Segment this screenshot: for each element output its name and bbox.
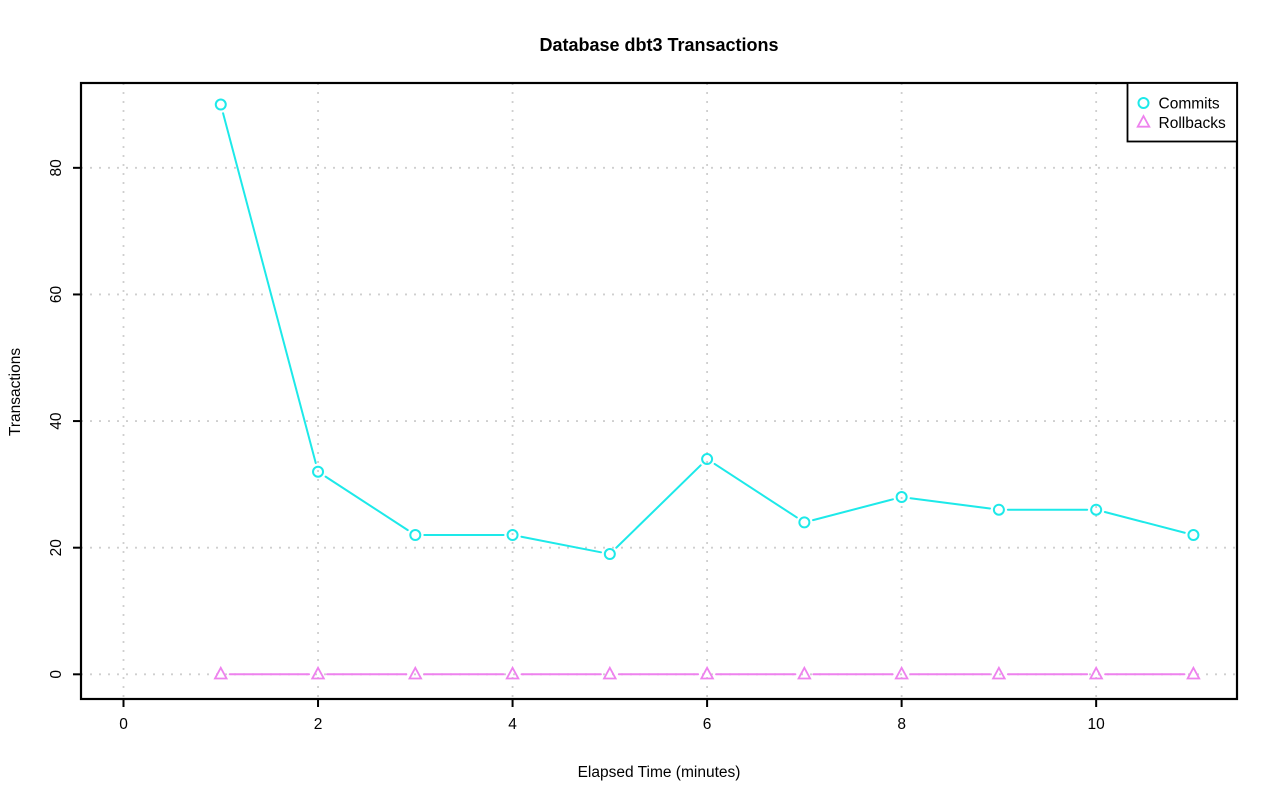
data-point-circle <box>992 503 1005 516</box>
data-point-triangle <box>991 665 1007 680</box>
data-point-circle <box>701 453 714 466</box>
data-point-triangle <box>699 665 715 680</box>
data-point-circle <box>506 529 519 542</box>
series-segment <box>520 535 602 554</box>
y-tick-label: 80 <box>48 159 65 177</box>
legend-label: Rollbacks <box>1159 115 1226 132</box>
data-point-triangle <box>213 665 229 680</box>
x-tick-label: 4 <box>508 716 517 733</box>
series-segment <box>615 464 702 549</box>
series-layer <box>213 98 1201 680</box>
x-tick-label: 8 <box>897 716 906 733</box>
y-tick-label: 0 <box>48 670 65 679</box>
y-tick-label: 20 <box>48 539 65 557</box>
data-point-triangle <box>1088 665 1104 680</box>
data-point-triangle <box>602 665 618 680</box>
data-point-circle <box>1187 529 1200 542</box>
data-point-circle <box>409 529 422 542</box>
plot-box <box>79 81 1239 701</box>
series-segment <box>909 497 991 510</box>
data-point-circle <box>1090 503 1103 516</box>
y-axis-label: Transactions <box>7 348 24 436</box>
data-point-triangle <box>1186 665 1201 680</box>
data-point-triangle <box>797 665 812 680</box>
data-point-triangle <box>310 665 326 680</box>
axes <box>73 81 1239 707</box>
series-segment <box>713 462 798 519</box>
series-segment <box>812 498 894 522</box>
x-tick-label: 2 <box>314 716 323 733</box>
series-segment <box>324 475 409 532</box>
series-segment <box>222 112 317 465</box>
tick-labels: 0 2 4 6 8 10 0 20 40 60 80 <box>48 159 1105 733</box>
series-segment <box>1103 510 1186 534</box>
x-tick-label: 10 <box>1088 716 1106 733</box>
chart-title: Database dbt3 Transactions <box>539 35 778 55</box>
x-tick-label: 6 <box>703 716 712 733</box>
data-point-circle <box>603 548 616 561</box>
data-point-triangle <box>407 665 423 680</box>
legend-marker-triangle <box>1136 114 1151 128</box>
data-point-circle <box>798 516 811 529</box>
grid <box>81 83 1237 699</box>
data-point-triangle <box>894 665 909 680</box>
legend-marker-circle <box>1137 97 1150 109</box>
data-point-triangle <box>505 665 520 680</box>
y-tick-label: 40 <box>48 412 65 430</box>
data-point-circle <box>312 465 325 478</box>
series-rollbacks <box>213 665 1201 680</box>
data-point-circle <box>214 98 227 111</box>
x-axis-label: Elapsed Time (minutes) <box>578 764 741 781</box>
legend-label: Commits <box>1159 96 1220 113</box>
data-point-circle <box>895 491 908 504</box>
y-tick-label: 60 <box>48 285 65 303</box>
legend: Commits Rollbacks <box>1126 82 1238 143</box>
series-commits <box>214 98 1200 561</box>
legend-box <box>1126 82 1238 143</box>
x-tick-label: 0 <box>119 716 128 733</box>
